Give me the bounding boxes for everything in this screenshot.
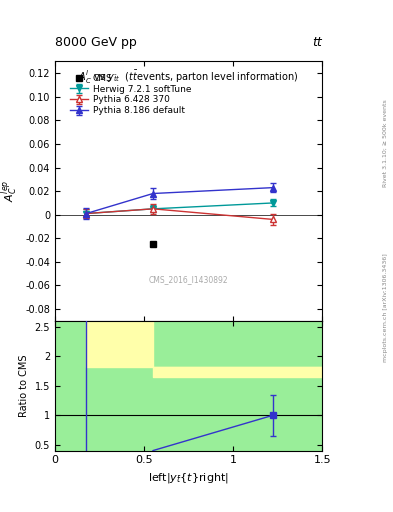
Text: Rivet 3.1.10; ≥ 500k events: Rivet 3.1.10; ≥ 500k events (383, 99, 387, 187)
Text: mcplots.cern.ch [arXiv:1306.3436]: mcplots.cern.ch [arXiv:1306.3436] (383, 253, 387, 361)
X-axis label: left$|y_{\bar{t}}\{t\}$right$|$: left$|y_{\bar{t}}\{t\}$right$|$ (148, 471, 229, 485)
Text: tt: tt (312, 36, 322, 49)
Y-axis label: Ratio to CMS: Ratio to CMS (19, 354, 29, 417)
Legend: CMS, Herwig 7.2.1 softTune, Pythia 6.428 370, Pythia 8.186 default: CMS, Herwig 7.2.1 softTune, Pythia 6.428… (68, 71, 194, 118)
Text: CMS_2016_I1430892: CMS_2016_I1430892 (149, 275, 228, 284)
Y-axis label: $A_C^{lep}$: $A_C^{lep}$ (0, 180, 20, 202)
Text: 8000 GeV pp: 8000 GeV pp (55, 36, 137, 49)
Text: $A_C^l$ vs $y_{\bar{t}t}$  ($t\bar{t}$events, parton level information): $A_C^l$ vs $y_{\bar{t}t}$ ($t\bar{t}$eve… (79, 69, 299, 86)
